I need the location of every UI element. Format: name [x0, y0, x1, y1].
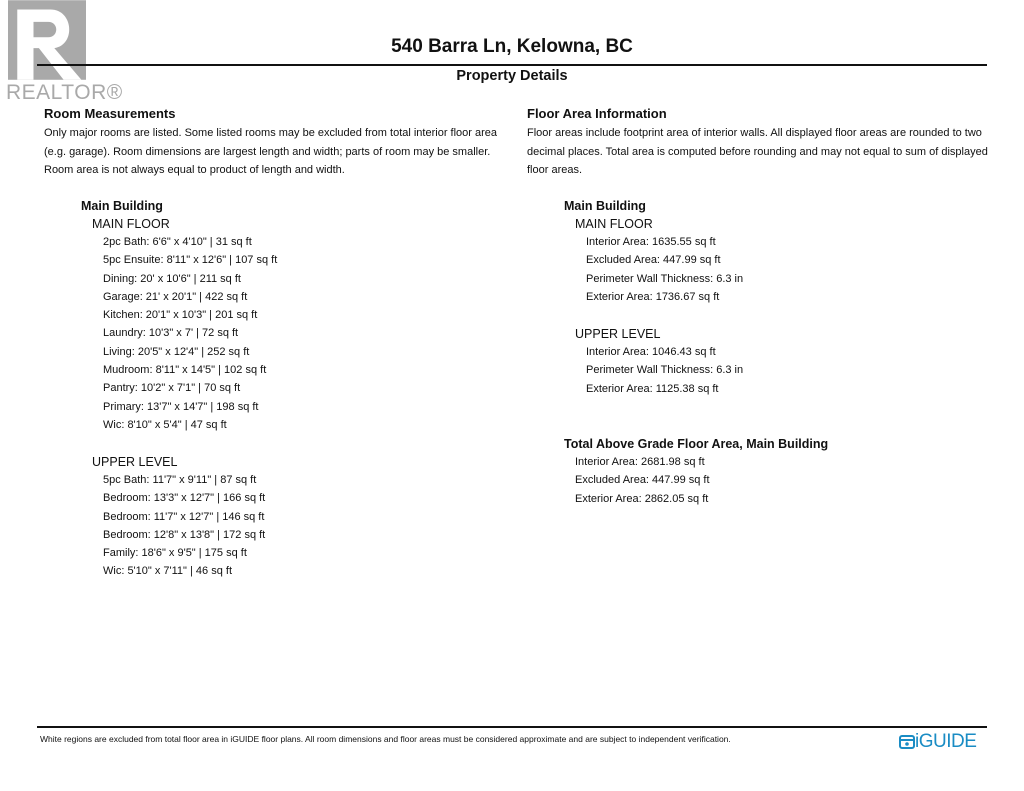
list-item: Perimeter Wall Thickness: 6.3 in [586, 364, 744, 377]
areas-building-heading: Main Building [564, 199, 646, 213]
list-item: Exterior Area: 2862.05 sq ft [575, 492, 709, 505]
list-item: Pantry: 10'2" x 7'1" | 70 sq ft [103, 382, 241, 395]
list-item: Interior Area: 2681.98 sq ft [575, 456, 705, 468]
room-measurements-heading: Room Measurements [44, 106, 176, 121]
areas-upper-list: Interior Area: 1046.43 sq ft Perimeter Wa… [586, 343, 743, 398]
rooms-building-heading: Main Building [81, 199, 163, 213]
rooms-main-list: 2pc Bath: 6'6" x 4'10" | 31 sq ft 5pc Ens… [103, 233, 277, 434]
footer-disclaimer: White regions are excluded from total fl… [40, 734, 731, 744]
list-item: 5pc Ensuite: 8'11" x 12'6" | 107 sq ft [103, 254, 278, 267]
total-area-list: Interior Area: 2681.98 sq ft Excluded Are… [575, 453, 710, 508]
list-item: Exterior Area: 1125.38 sq ft [586, 382, 719, 395]
list-item: Interior Area: 1046.43 sq ft [586, 346, 716, 358]
realtor-wordmark: REALTOR® [6, 81, 123, 104]
rooms-floor-main: MAIN FLOOR [92, 217, 170, 231]
iguide-wordmark: iGUIDE [915, 731, 977, 752]
list-item: Bedroom: 11'7" x 12'7" | 146 sq ft [103, 510, 265, 523]
room-measurements-note: Only major rooms are listed. Some listed… [44, 127, 498, 176]
list-item: Interior Area: 1635.55 sq ft [586, 236, 716, 248]
list-item: Excluded Area: 447.99 sq ft [586, 254, 721, 267]
page-subtitle: Property Details [456, 68, 568, 84]
header-divider [37, 64, 987, 66]
list-item: Excluded Area: 447.99 sq ft [575, 474, 710, 487]
footer-divider [37, 726, 987, 728]
list-item: Mudroom: 8'11" x 14'5" | 102 sq ft [103, 364, 267, 377]
list-item: Family: 18'6" x 9'5" | 175 sq ft [103, 547, 247, 560]
iguide-icon [899, 735, 915, 749]
rooms-upper-list: 5pc Bath: 11'7" x 9'11" | 87 sq ft Bedroo… [103, 471, 265, 581]
list-item: Exterior Area: 1736.67 sq ft [586, 290, 720, 303]
list-item: 5pc Bath: 11'7" x 9'11" | 87 sq ft [103, 474, 257, 486]
list-item: Laundry: 10'3" x 7' | 72 sq ft [103, 327, 239, 340]
list-item: Bedroom: 13'3" x 12'7" | 166 sq ft [103, 492, 266, 505]
list-item: Wic: 5'10" x 7'11" | 46 sq ft [103, 565, 232, 578]
areas-floor-main: MAIN FLOOR [575, 217, 653, 231]
list-item: Kitchen: 20'1" x 10'3" | 201 sq ft [103, 309, 258, 322]
areas-floor-upper: UPPER LEVEL [575, 327, 661, 341]
list-item: Wic: 8'10" x 5'4" | 47 sq ft [103, 418, 227, 431]
list-item: 2pc Bath: 6'6" x 4'10" | 31 sq ft [103, 236, 252, 248]
total-area-heading: Total Above Grade Floor Area, Main Build… [564, 437, 829, 451]
page-title: 540 Barra Ln, Kelowna, BC [391, 36, 633, 57]
list-item: Living: 20'5" x 12'4" | 252 sq ft [103, 345, 250, 358]
list-item: Perimeter Wall Thickness: 6.3 in [586, 272, 744, 285]
iguide-logo: iGUIDE [899, 731, 977, 753]
areas-main-list: Interior Area: 1635.55 sq ft Excluded Are… [586, 233, 743, 306]
realtor-logo [8, 0, 86, 80]
list-item: Garage: 21' x 20'1" | 422 sq ft [103, 290, 248, 303]
floor-area-note: Floor areas include footprint area of in… [527, 127, 988, 176]
list-item: Primary: 13'7" x 14'7" | 198 sq ft [103, 400, 259, 413]
list-item: Bedroom: 12'8" x 13'8" | 172 sq ft [103, 528, 266, 541]
rooms-floor-upper: UPPER LEVEL [92, 455, 178, 469]
floor-area-heading: Floor Area Information [527, 106, 667, 121]
list-item: Dining: 20' x 10'6" | 211 sq ft [103, 272, 241, 285]
